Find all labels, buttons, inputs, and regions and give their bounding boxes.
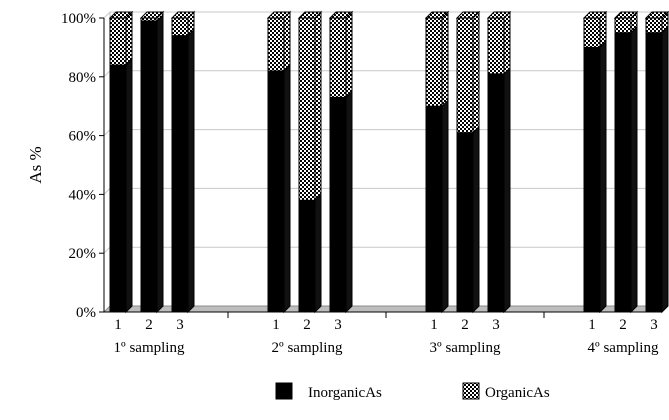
bar-inorganic	[583, 46, 601, 313]
bar-inorganic-side	[472, 125, 480, 314]
bar-inorganic-side	[630, 25, 638, 314]
plot-background	[102, 11, 661, 313]
y-tick-labels: 0% 20% 40% 60% 80% 100%	[61, 11, 96, 321]
bar-organic-side	[503, 10, 511, 76]
x-category-label: 2	[303, 317, 311, 333]
plot-back-wall	[109, 11, 660, 307]
bar-inorganic-side	[156, 13, 164, 314]
bar-inorganic-side	[661, 25, 669, 314]
bar-organic-side	[345, 10, 353, 99]
bar-inorganic-side	[283, 63, 291, 314]
bar-organic	[109, 17, 127, 66]
axes	[99, 17, 653, 318]
bar-top-face	[297, 11, 323, 19]
bar-top-face	[582, 11, 608, 19]
x-category-label: 2	[145, 317, 153, 333]
bar-inorganic	[171, 35, 189, 313]
y-tick-label: 20%	[69, 246, 97, 262]
bar-inorganic-side	[125, 57, 133, 314]
bar-organic	[329, 17, 347, 98]
bar-organic	[298, 17, 316, 201]
bar-inorganic-side	[314, 193, 322, 314]
bar-inorganic-side	[345, 90, 353, 314]
group-label: 4º sampling	[588, 340, 659, 356]
bars	[108, 10, 669, 314]
group-label: 2º sampling	[272, 340, 343, 356]
y-axis-title: As %	[26, 146, 45, 183]
bar-inorganic	[298, 199, 316, 313]
bar-inorganic-side	[599, 40, 607, 314]
bar-organic-side	[441, 10, 449, 108]
bar-organic-side	[125, 10, 133, 67]
legend-swatch-inorganic	[275, 382, 293, 400]
bar-organic	[171, 17, 189, 37]
x-category-label: 1	[588, 317, 596, 333]
x-category-label: 2	[619, 317, 627, 333]
bar-organic	[645, 17, 663, 34]
bar-organic	[614, 17, 632, 34]
bar-inorganic	[456, 132, 474, 313]
x-category-labels: 1 2 3 1 2 3 1 2 3 1 2 3	[114, 317, 658, 333]
y-tick-label: 40%	[69, 187, 97, 203]
bar-organic	[456, 17, 474, 134]
bar-organic	[425, 17, 443, 107]
bar-organic	[487, 17, 505, 75]
bar-inorganic	[645, 32, 663, 313]
bar-inorganic	[425, 105, 443, 313]
y-tick-label: 100%	[61, 11, 96, 27]
bar-inorganic	[267, 70, 285, 313]
bar-inorganic	[329, 96, 347, 313]
bar-top-face	[328, 11, 354, 19]
bar-organic	[583, 17, 601, 48]
group-labels: 1º sampling 2º sampling 3º sampling 4º samp…	[114, 340, 659, 356]
x-category-label: 1	[272, 317, 280, 333]
bar-inorganic	[487, 73, 505, 313]
bar-inorganic	[109, 64, 127, 313]
x-category-label: 3	[176, 317, 184, 333]
x-category-label: 3	[492, 317, 500, 333]
bar-top-face	[644, 11, 669, 19]
bar-inorganic-side	[503, 66, 511, 314]
bar-top-face	[486, 11, 512, 19]
bar-inorganic-side	[187, 28, 195, 314]
bar-organic-side	[283, 10, 291, 73]
legend-swatch-organic	[462, 382, 480, 400]
bar-organic	[267, 17, 285, 72]
x-category-label: 3	[334, 317, 342, 333]
x-category-label: 1	[430, 317, 438, 333]
group-label: 3º sampling	[430, 340, 501, 356]
group-label: 1º sampling	[114, 340, 185, 356]
bar-organic-side	[314, 10, 322, 202]
legend-label-organic: OrganicAs	[485, 385, 550, 401]
legend-label-inorganic: InorganicAs	[308, 385, 382, 401]
x-category-label: 1	[114, 317, 122, 333]
x-category-label: 2	[461, 317, 469, 333]
bar-inorganic	[614, 32, 632, 313]
bar-top-face	[139, 11, 165, 19]
bar-top-face	[455, 11, 481, 19]
y-tick-label: 80%	[69, 70, 97, 86]
bar-top-face	[170, 11, 196, 19]
y-tick-label: 60%	[69, 129, 97, 145]
bar-top-face	[613, 11, 639, 19]
bar-organic-side	[472, 10, 480, 134]
bar-inorganic-side	[441, 98, 449, 314]
bar-top-face	[266, 11, 292, 19]
x-category-label: 3	[650, 317, 658, 333]
y-tick-label: 0%	[76, 305, 96, 321]
bar-inorganic	[140, 20, 158, 313]
legend: InorganicAs OrganicAs	[275, 382, 550, 401]
bar-top-face	[108, 11, 134, 19]
bar-top-face	[424, 11, 450, 19]
